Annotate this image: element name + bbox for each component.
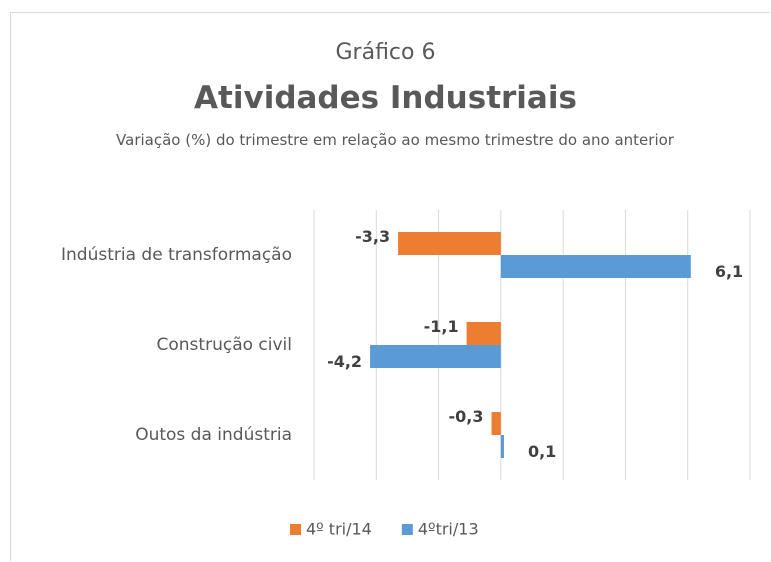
bar [500, 255, 691, 278]
chart-title: Gráfico 6 [335, 40, 436, 65]
bar [370, 345, 501, 368]
data-label: 6,1 [715, 262, 743, 281]
chart-caption: Variação (%) do trimestre em relação ao … [116, 131, 674, 149]
data-label: 0,1 [528, 442, 556, 461]
bar [500, 435, 504, 458]
bar [466, 322, 501, 345]
legend-swatch [290, 524, 301, 535]
y-tick-label: Indústria de transformação [61, 245, 292, 265]
frame [10, 12, 770, 561]
y-tick-label: Outos da indústria [135, 425, 292, 445]
data-label: -4,2 [327, 352, 362, 371]
data-label: -0,3 [449, 407, 484, 426]
bar [398, 232, 501, 255]
bar [491, 412, 501, 435]
y-tick-label: Construção civil [157, 335, 292, 355]
legend-label: 4º tri/14 [306, 520, 372, 539]
legend-label: 4ºtri/13 [418, 520, 479, 539]
legend-swatch [401, 524, 413, 535]
data-label: -3,3 [355, 227, 390, 246]
chart-subtitle: Atividades Industriais [194, 80, 577, 116]
data-label: -1,1 [424, 317, 459, 336]
